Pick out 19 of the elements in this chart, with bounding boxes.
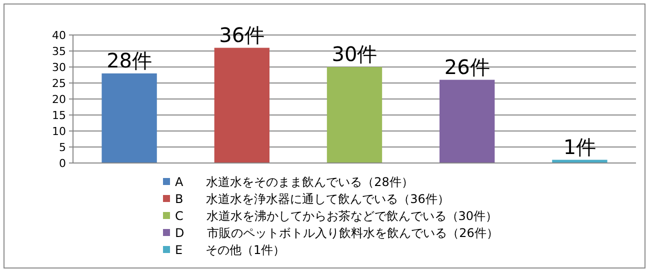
legend-label: C 水道水を沸かしてからお茶などで飲んでいる（30件）: [175, 209, 498, 223]
data-label: 1件: [563, 134, 596, 159]
y-tick-label: 5: [59, 141, 66, 154]
legend-label: B 水道水を浄水器に通して飲んでいる（36件）: [175, 192, 450, 206]
legend-label: E その他（1件）: [175, 243, 286, 257]
y-tick-label: 0: [59, 157, 66, 170]
data-label: 28件: [106, 48, 152, 72]
data-label: 30件: [332, 42, 378, 66]
y-tick-label: 10: [52, 125, 66, 138]
data-label: 36件: [219, 22, 265, 47]
y-tick-label: 35: [52, 45, 66, 58]
legend-label: D 市販のペットボトル入り飲料水を飲んでいる（26件）: [175, 226, 498, 240]
y-tick-label: 20: [52, 93, 66, 106]
y-tick-label: 15: [52, 109, 66, 122]
y-tick-label: 30: [52, 61, 66, 74]
data-label: 26件: [444, 54, 490, 79]
y-tick-label: 40: [52, 29, 66, 42]
legend-label: A 水道水をそのまま飲んでいる（28件）: [175, 175, 414, 189]
y-tick-label: 25: [52, 77, 66, 90]
